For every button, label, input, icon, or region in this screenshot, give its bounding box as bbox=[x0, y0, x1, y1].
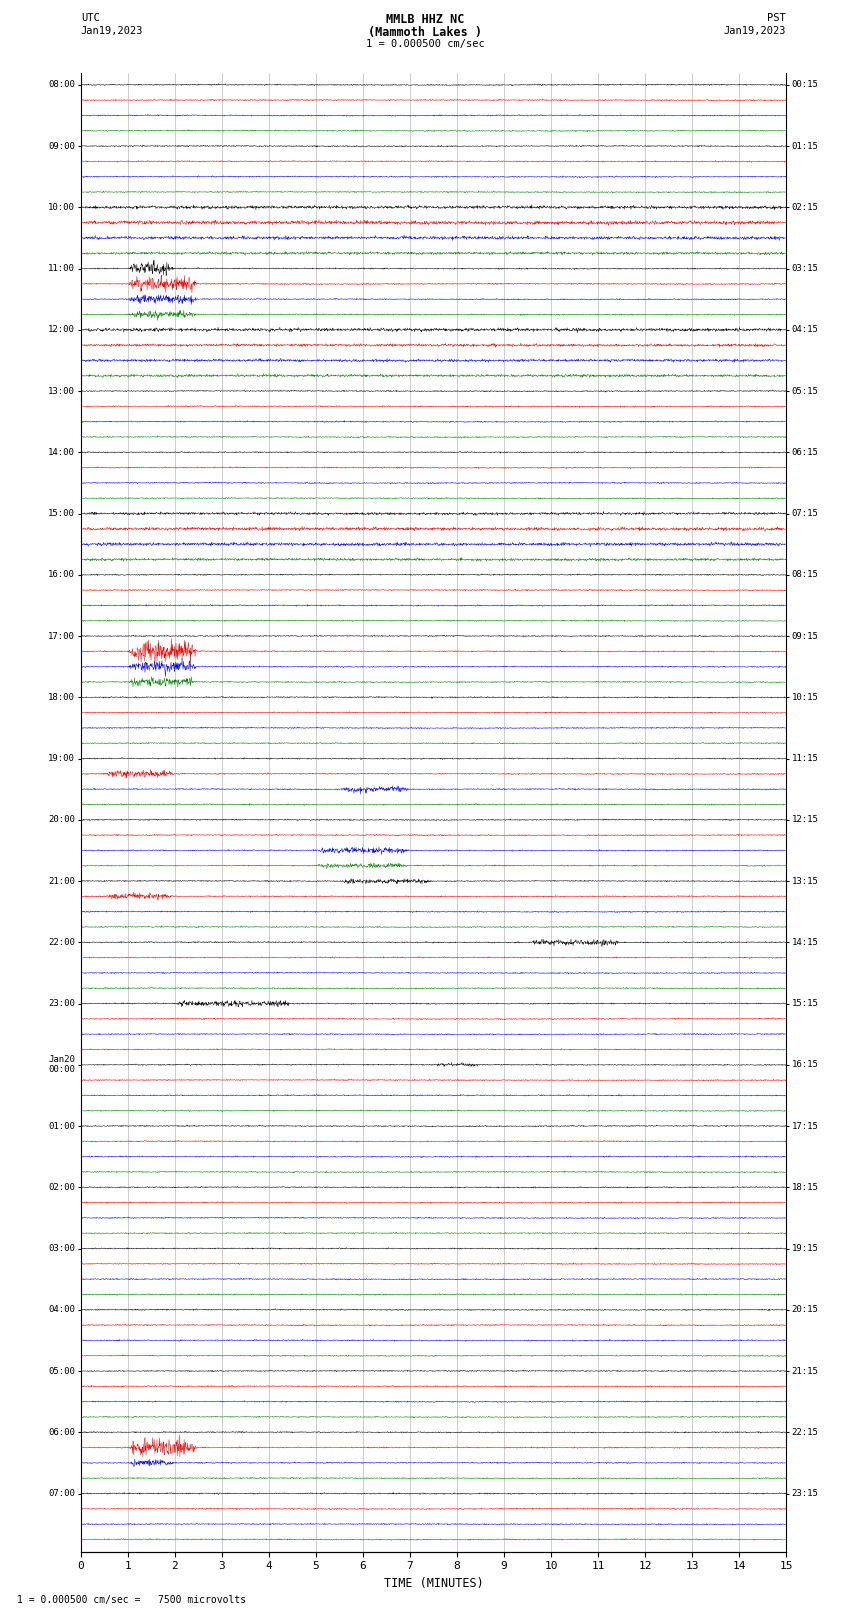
Text: Jan19,2023: Jan19,2023 bbox=[723, 26, 786, 35]
Text: PST: PST bbox=[768, 13, 786, 23]
Text: 1 = 0.000500 cm/sec =   7500 microvolts: 1 = 0.000500 cm/sec = 7500 microvolts bbox=[17, 1595, 246, 1605]
Text: Jan19,2023: Jan19,2023 bbox=[81, 26, 144, 35]
X-axis label: TIME (MINUTES): TIME (MINUTES) bbox=[383, 1578, 484, 1590]
Text: UTC: UTC bbox=[81, 13, 99, 23]
Text: MMLB HHZ NC: MMLB HHZ NC bbox=[386, 13, 464, 26]
Text: (Mammoth Lakes ): (Mammoth Lakes ) bbox=[368, 26, 482, 39]
Text: 1 = 0.000500 cm/sec: 1 = 0.000500 cm/sec bbox=[366, 39, 484, 48]
